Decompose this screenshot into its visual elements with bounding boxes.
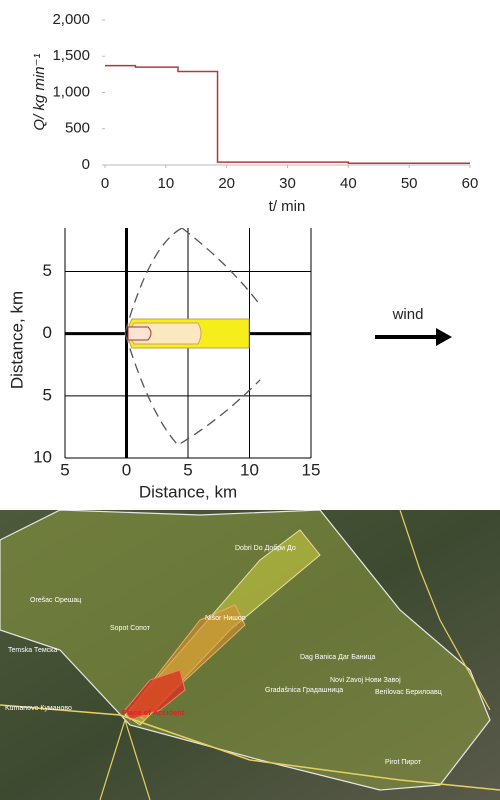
place-label: Sopot Сопот bbox=[110, 625, 151, 632]
y-tick-label: 1,000 bbox=[52, 83, 90, 100]
y-tick-label: 500 bbox=[65, 120, 90, 137]
y-tick-label: 5 bbox=[43, 385, 52, 404]
place-label: Place of Accident bbox=[122, 708, 185, 717]
y-tick-label: 2,000 bbox=[52, 11, 90, 28]
y-tick-label: 10 bbox=[33, 447, 52, 466]
place-label: Nišor Нишор bbox=[205, 615, 246, 622]
x-tick-label: 30 bbox=[279, 175, 296, 192]
road bbox=[399, 510, 491, 711]
x-tick-label: 0 bbox=[122, 460, 131, 479]
x-tick-label: 50 bbox=[401, 175, 418, 192]
x-tick-label: 5 bbox=[60, 460, 69, 479]
place-label: Kumanovo Куманово bbox=[5, 705, 72, 712]
y-axis-label: Q/ kg min⁻¹ bbox=[31, 53, 48, 130]
red-zone bbox=[124, 669, 186, 721]
plume bbox=[124, 228, 261, 446]
release-line bbox=[105, 64, 470, 164]
road bbox=[99, 717, 151, 800]
wind-arrow-head bbox=[436, 328, 452, 346]
place-label: Dag Banica Даг Баница bbox=[300, 654, 376, 661]
x-tick-label: 15 bbox=[302, 460, 321, 479]
y-axis-label: Distance, km bbox=[7, 291, 26, 389]
y-tick-label: 1,500 bbox=[52, 47, 90, 64]
place-label: Temska Темска bbox=[8, 647, 57, 654]
place-label: Novi Zavoj Нови Завој bbox=[330, 677, 401, 684]
wind-label: wind bbox=[392, 306, 424, 323]
x-tick-label: 10 bbox=[157, 175, 174, 192]
x-tick-label: 5 bbox=[183, 460, 192, 479]
x-tick-label: 20 bbox=[218, 175, 235, 192]
release-chart: Q/ kg min⁻¹ t/ min 0 500 1,000 1,500 2,000 0 1… bbox=[31, 11, 479, 215]
x-tick-label: 60 bbox=[462, 175, 479, 192]
place-label: Berilovac Берилоавц bbox=[375, 689, 442, 696]
dashed-envelope bbox=[124, 332, 261, 446]
y-tick-label: 0 bbox=[43, 323, 52, 342]
x-tick-label: 0 bbox=[101, 175, 109, 192]
place-label: Orešac Орешац bbox=[30, 597, 81, 604]
place-label: Dobri Do Добри До bbox=[235, 544, 296, 552]
x-axis-label: Distance, km bbox=[139, 482, 237, 501]
y-tick-label: 0 bbox=[82, 156, 90, 173]
zone-inner bbox=[127, 326, 152, 341]
place-label: Gradašnica Градашница bbox=[265, 687, 343, 694]
x-axis-label: t/ min bbox=[269, 198, 306, 215]
dashed-envelope bbox=[124, 228, 261, 334]
outer-zone bbox=[0, 510, 491, 791]
place-label: Pirot Пирот bbox=[385, 759, 422, 766]
road bbox=[0, 704, 500, 791]
x-tick-label: 40 bbox=[340, 175, 357, 192]
y-tick-label: 5 bbox=[43, 261, 52, 280]
map: Place of Accident Pirot Пирот Dobri Do Доб… bbox=[0, 510, 500, 800]
x-tick-label: 10 bbox=[240, 460, 259, 479]
